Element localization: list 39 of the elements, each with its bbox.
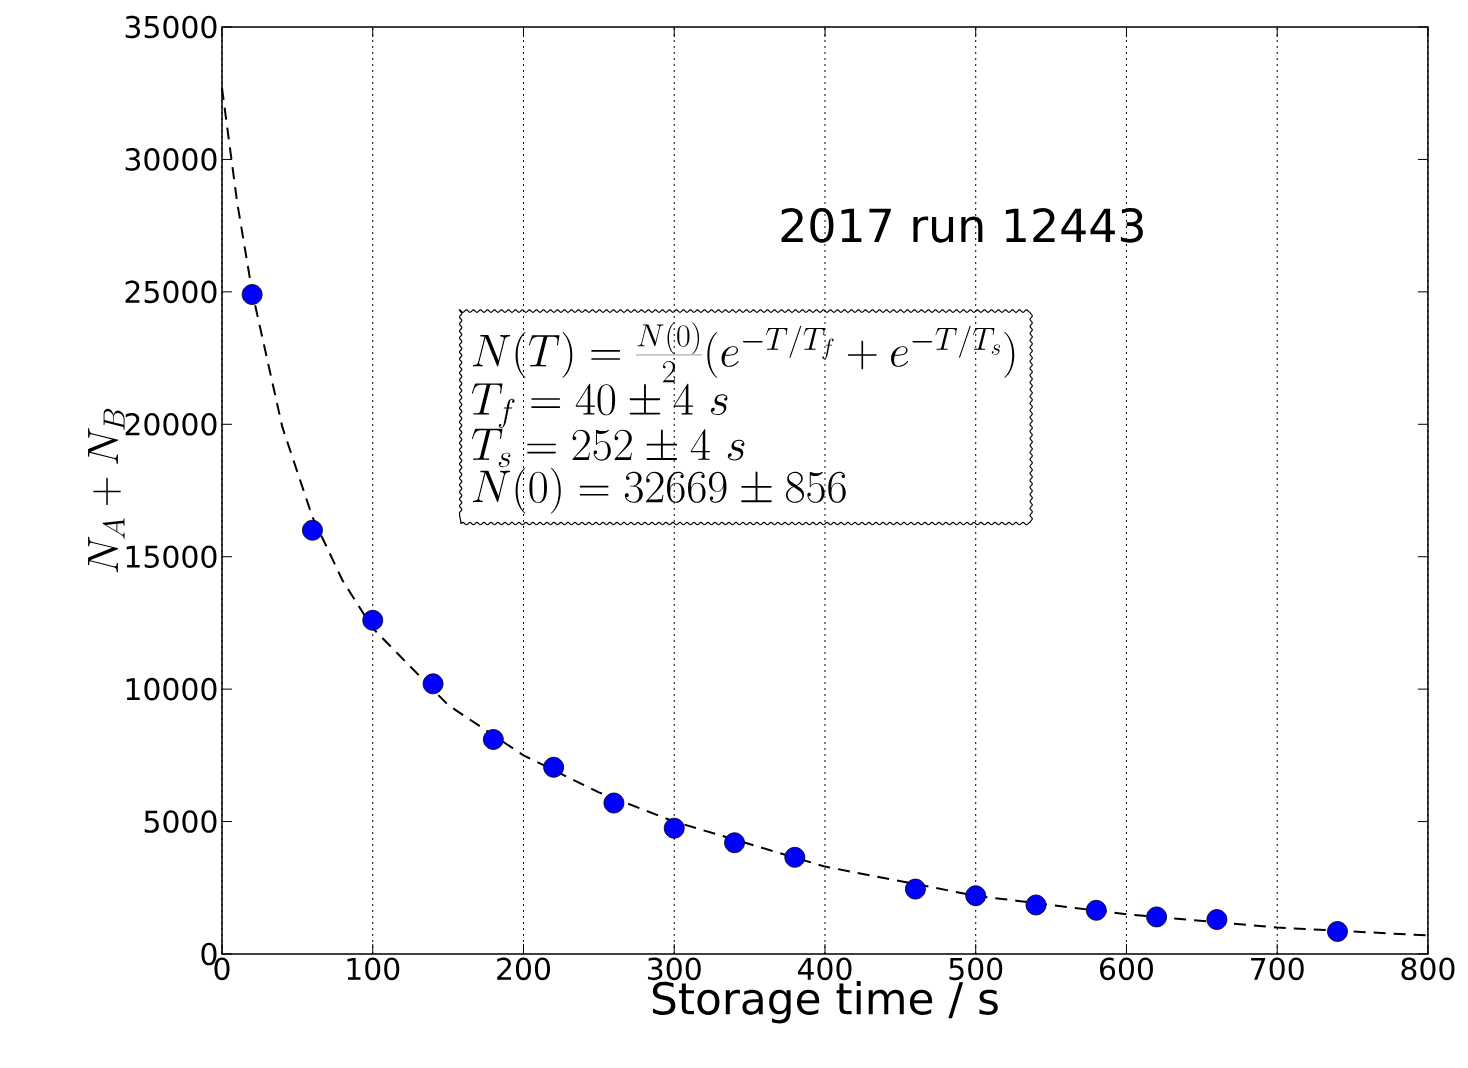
y-tick-label: 15000 xyxy=(126,545,217,569)
y-axis-title: $N_A+N_B$ xyxy=(88,408,125,573)
x-axis-title: Storage time / s xyxy=(652,980,998,1024)
point xyxy=(302,519,323,541)
point xyxy=(422,673,444,695)
point xyxy=(603,792,625,814)
point xyxy=(663,817,685,839)
point xyxy=(905,878,926,900)
point xyxy=(1025,894,1047,916)
point xyxy=(965,885,987,907)
point xyxy=(543,756,565,778)
annotation: $T_f=40\pm 4\ s$ xyxy=(471,383,728,428)
x-tick-label: 700 xyxy=(1251,957,1304,981)
point xyxy=(1085,899,1107,921)
y-tick-label: 25000 xyxy=(125,280,217,304)
x-tick-label: 300 xyxy=(647,957,701,981)
point xyxy=(482,729,504,750)
x-tick-label: 600 xyxy=(1100,957,1153,981)
y-tick-label: 20000 xyxy=(125,412,217,436)
y-tick-label: 30000 xyxy=(125,148,217,171)
point xyxy=(784,846,806,868)
point xyxy=(1146,906,1168,928)
point xyxy=(241,284,263,305)
y-tick-label: 5000 xyxy=(144,810,217,833)
point xyxy=(1327,921,1348,942)
y-tick-label: 10000 xyxy=(126,677,217,701)
annotation: 2017 run 12443 xyxy=(781,208,1143,243)
point xyxy=(362,609,384,631)
x-tick-label: 400 xyxy=(797,957,852,981)
point xyxy=(724,832,745,854)
x-tick-label: 100 xyxy=(347,957,400,981)
x-tick-label: 200 xyxy=(497,957,551,981)
annotation: $N(T)=\frac{N(0)}{2}(e^{-T/T_f}+e^{-T/T_s})$ xyxy=(472,322,1015,383)
annotation: $T_s=252\pm 4\ s$ xyxy=(471,428,745,468)
point xyxy=(1206,909,1228,930)
x-tick-label: 500 xyxy=(949,957,1003,981)
x-tick-label: 800 xyxy=(1401,957,1455,981)
annotation: $N(0)=32669\pm 856$ xyxy=(472,467,846,514)
y-tick-label: 35000 xyxy=(125,15,217,39)
